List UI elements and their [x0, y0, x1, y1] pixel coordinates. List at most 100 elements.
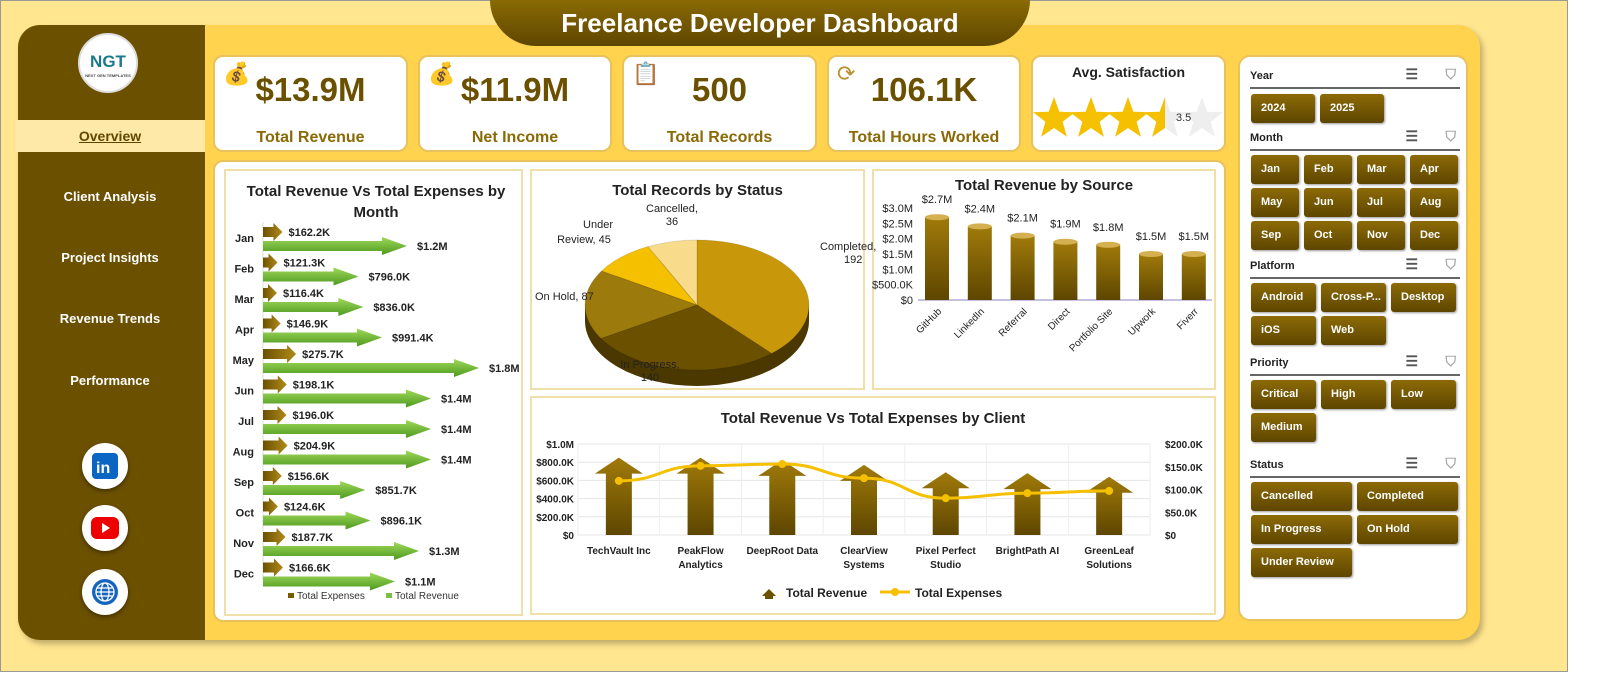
- source-bar: [1010, 235, 1035, 300]
- bar-top: [1096, 241, 1121, 248]
- y2-tick-label: $100.0K: [1165, 486, 1204, 497]
- slicer-item-sep[interactable]: Sep: [1251, 221, 1299, 250]
- expenses-point: [696, 461, 705, 470]
- slicer-title: Year: [1250, 70, 1274, 82]
- bar-top: [967, 223, 992, 230]
- multi-select-icon[interactable]: ☰: [1405, 256, 1418, 272]
- slicer-item-medium[interactable]: Medium: [1251, 413, 1316, 442]
- revenue-data-label: $1.3M: [429, 546, 460, 558]
- revenue-arrow-bar: [1003, 473, 1052, 535]
- slicer-item-critical[interactable]: Critical: [1251, 380, 1316, 409]
- bar-top: [1139, 251, 1163, 257]
- slicer-item-dec[interactable]: Dec: [1410, 221, 1458, 250]
- revenue-data-label: $991.4K: [392, 333, 434, 345]
- slicer-item-in-progress[interactable]: In Progress: [1251, 515, 1352, 544]
- slicer-item-cross-p-[interactable]: Cross-P...: [1321, 283, 1386, 312]
- y-tick-label: $1.0M: [546, 440, 574, 451]
- expense-bar: [263, 284, 277, 302]
- slicer-item-on-hold[interactable]: On Hold: [1357, 515, 1458, 544]
- slicer-item-oct[interactable]: Oct: [1304, 221, 1352, 250]
- slicer-item-under-review[interactable]: Under Review: [1251, 548, 1352, 577]
- slicer-item-web[interactable]: Web: [1321, 316, 1386, 345]
- slicer-item-android[interactable]: Android: [1251, 283, 1316, 312]
- x-tick-label: Upwork: [1126, 306, 1158, 338]
- multi-select-icon[interactable]: ☰: [1405, 455, 1418, 471]
- expense-data-label: $275.7K: [302, 349, 344, 361]
- y2-tick-label: $150.0K: [1165, 463, 1204, 474]
- slicer-title: Month: [1250, 132, 1283, 144]
- slicer-item-cancelled[interactable]: Cancelled: [1251, 482, 1352, 511]
- multi-select-icon[interactable]: ☰: [1405, 353, 1418, 369]
- expense-data-label: $121.3K: [284, 258, 326, 270]
- expenses-point: [1105, 486, 1114, 495]
- kpi-value: 106.1K: [870, 71, 978, 108]
- bar-data-label: $2.7M: [922, 194, 953, 206]
- bar-data-label: $2.1M: [1007, 213, 1038, 225]
- kpi-total-hours: ⟳ 106.1K Total Hours Worked: [827, 55, 1021, 152]
- expense-data-label: $204.9K: [294, 441, 336, 453]
- bar-top: [1053, 238, 1078, 245]
- slicer-item-desktop[interactable]: Desktop: [1391, 283, 1456, 312]
- source-bar: [925, 217, 949, 300]
- linkedin-button[interactable]: in: [82, 443, 128, 489]
- revenue-arrow-bar: [594, 457, 643, 535]
- sidebar-item-revenue-trends[interactable]: Revenue Trends: [59, 311, 161, 326]
- kpi-label: Total Revenue: [256, 129, 365, 146]
- source-bar: [1053, 241, 1078, 300]
- youtube-button[interactable]: [82, 505, 128, 551]
- clear-filter-icon[interactable]: ⛉: [1445, 66, 1457, 82]
- website-button[interactable]: [82, 569, 128, 615]
- slicer-title: Priority: [1250, 357, 1289, 369]
- month-tick-label: Nov: [233, 538, 255, 550]
- slicer-item-2024[interactable]: 2024: [1251, 94, 1315, 123]
- sidebar-item-overview[interactable]: Overview: [15, 120, 205, 152]
- y-tick-label: $200.0K: [536, 513, 575, 524]
- expense-bar: [263, 528, 286, 546]
- multi-select-icon[interactable]: ☰: [1405, 66, 1418, 82]
- slicer-item-feb[interactable]: Feb: [1304, 155, 1352, 184]
- clear-filter-icon[interactable]: ⛉: [1445, 256, 1457, 272]
- clear-filter-icon[interactable]: ⛉: [1445, 128, 1457, 144]
- slicer-item-jun[interactable]: Jun: [1304, 188, 1352, 217]
- clear-filter-icon[interactable]: ⛉: [1445, 353, 1457, 369]
- y-tick-label: $2.0M: [882, 234, 913, 246]
- slicer-item-low[interactable]: Low: [1391, 380, 1456, 409]
- source-bar: [1096, 244, 1121, 300]
- star-filled-icon: [1144, 97, 1165, 137]
- slicer-item-jan[interactable]: Jan: [1251, 155, 1299, 184]
- slicer-header-platform: Platform ☰ ⛉: [1250, 256, 1460, 279]
- expense-bar: [263, 497, 278, 516]
- y-tick-label: $0: [563, 531, 575, 542]
- clear-filter-icon[interactable]: ⛉: [1445, 455, 1457, 471]
- x-tick-label: Direct: [1046, 306, 1072, 332]
- pie-slice: [647, 239, 698, 307]
- slicer-item-apr[interactable]: Apr: [1410, 155, 1458, 184]
- expense-data-label: $187.7K: [292, 532, 334, 544]
- x-tick-label: Portfolio Site: [1067, 306, 1115, 354]
- expense-bar: [263, 345, 297, 363]
- youtube-icon: [91, 517, 119, 539]
- slicer-item-jul[interactable]: Jul: [1357, 188, 1405, 217]
- slicer-item-nov[interactable]: Nov: [1357, 221, 1405, 250]
- legend-swatch-expenses: [288, 593, 294, 598]
- slicer-item-2025[interactable]: 2025: [1320, 94, 1384, 123]
- slicer-item-mar[interactable]: Mar: [1357, 155, 1405, 184]
- sidebar-item-performance[interactable]: Performance: [70, 373, 150, 388]
- sidebar-item-project-insights[interactable]: Project Insights: [61, 250, 159, 265]
- revenue-arrow-bar: [921, 472, 970, 535]
- slicer-item-completed[interactable]: Completed: [1357, 482, 1458, 511]
- revenue-data-label: $1.4M: [441, 424, 472, 436]
- x-tick-label: Pixel Perfect Studio: [916, 546, 977, 571]
- sidebar-item-client-analysis[interactable]: Client Analysis: [63, 189, 157, 204]
- multi-select-icon[interactable]: ☰: [1405, 128, 1418, 144]
- slicer-item-high[interactable]: High: [1321, 380, 1386, 409]
- slicer-title: Platform: [1250, 260, 1295, 272]
- logo-text: NGT: [90, 52, 126, 71]
- month-tick-label: Jul: [238, 416, 254, 428]
- kpi-label: Total Records: [666, 129, 773, 146]
- revenue-bar: [263, 420, 431, 438]
- revenue-data-label: $1.4M: [441, 455, 472, 467]
- slicer-item-aug[interactable]: Aug: [1410, 188, 1458, 217]
- slicer-item-may[interactable]: May: [1251, 188, 1299, 217]
- slicer-item-ios[interactable]: iOS: [1251, 316, 1316, 345]
